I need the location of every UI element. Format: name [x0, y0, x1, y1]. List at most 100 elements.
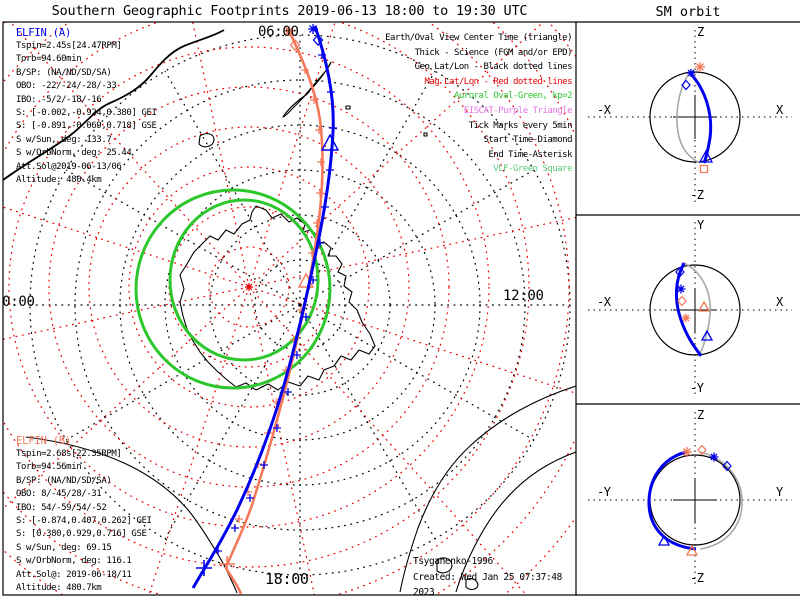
- elfin-b-line: S: [0.380,0.929,0.716] GSE: [16, 529, 147, 540]
- elfin-b-line: Tspin=2.68s[22.35RPM]: [16, 449, 122, 459]
- legend-item: Thick - Science (FGM and/or EPD): [414, 47, 573, 58]
- panel1-earth-circle: [649, 71, 741, 163]
- elfin-a-center-time-triangle-icon: [320, 133, 340, 151]
- panel3-orange-triangle-icon: [685, 544, 699, 556]
- panel2-elfin-b-orbit-arc: [683, 262, 712, 357]
- coastlines: [3, 29, 576, 594]
- panel3-blue-triangle-icon: [657, 534, 671, 546]
- mlt-label-0600: 06:00: [258, 24, 299, 40]
- panel3-orange-diamond-icon: [697, 444, 707, 456]
- elfin-b-header: ELFIN (B): [16, 435, 72, 447]
- legend-item: End Time-Asterisk: [488, 149, 572, 160]
- small-island-1: [345, 105, 351, 110]
- elfin-a-track: [191, 24, 340, 589]
- panel3-axis-top: Z: [697, 408, 704, 422]
- elfin-b-line: IBO: 54/-59/54/-52: [16, 502, 107, 513]
- elfin-b-line: S w/Sun, deg: 69.15: [16, 542, 112, 553]
- elfin-a-line: Att.Sol@2019-06-13/06: [16, 161, 122, 172]
- elfin-a-start-diamond-icon: [312, 34, 324, 46]
- elfin-a-tick-marks: [214, 51, 337, 555]
- legend-item: Earth/Oval View Center Time (triangle): [385, 33, 572, 43]
- panel2-blue-triangle-icon: [700, 329, 714, 341]
- panel1-axis-left: -X: [597, 103, 611, 117]
- panel3-elfin-b-orbit-arc: [699, 451, 743, 550]
- elfin-b-line: Torb=94.56min: [16, 462, 82, 473]
- panel1-orange-asterisk-icon: [695, 62, 705, 72]
- elfin-b-line: Altitude: 480.7km: [16, 583, 102, 594]
- sm-orbit-panel-3: [588, 412, 792, 588]
- panel-borders: [2, 21, 800, 596]
- coast-australia: [3, 29, 225, 181]
- panel2-orange-asterisk-icon: [681, 313, 691, 323]
- elfin-a-header: ELFIN (A): [16, 27, 72, 39]
- auroral-oval: [134, 188, 332, 390]
- elfin-a-end-big-plus: [196, 560, 212, 576]
- elfin-b-line: Att.Sol@: 2019-06-18/11: [16, 569, 132, 580]
- panel3-orange-asterisk-icon: [682, 447, 692, 457]
- legend-item: Auroral Oval-Green, kp=2: [453, 91, 573, 102]
- panel2-axis-top: Y: [697, 218, 704, 232]
- island-tierra-del-fuego: [436, 557, 453, 574]
- model-credit: Tsyganenko-1996: [413, 556, 493, 567]
- panel3-axis-left: -Y: [597, 485, 611, 499]
- legend-item: VLF-Green Square: [493, 164, 572, 175]
- panel2-blue-diamond-icon: [675, 266, 685, 278]
- mlt-label-1200: 12:00: [503, 288, 544, 304]
- elfin-a-line: OBO: -22/-24/-28/-33: [16, 81, 117, 92]
- elfin-b-end-big-plus: [219, 556, 235, 572]
- elfin-a-track-line: [191, 25, 335, 589]
- coast-new-zealand-north: [305, 61, 332, 95]
- panel3-axis-right: Y: [776, 485, 783, 499]
- elfin-b-track-line: [224, 27, 324, 595]
- mlt-label-1800: 18:00: [265, 570, 309, 588]
- panel3-elfin-a-orbit-arc: [647, 450, 697, 551]
- elfin-b-start-diamond-icon: [289, 39, 301, 51]
- legend-item: EISCAT-Purple Triangle: [463, 105, 573, 116]
- sm-orbit-panel-1: [588, 30, 792, 204]
- panel1-axis-top: Z: [697, 25, 704, 39]
- panel3-blue-diamond-icon: [722, 460, 732, 472]
- elfin-a-line: B/SP: (NA/ND/SD/SA): [16, 67, 112, 78]
- geographic-grid: [29, 34, 571, 576]
- panel1-dotted-axes: [588, 30, 792, 204]
- panel2-blue-asterisk-icon: [676, 284, 686, 294]
- map-border: [2, 21, 577, 596]
- elfin-b-line: S w/OrbNorm, deg: 116.1: [16, 556, 132, 567]
- island-tasmania: [198, 133, 215, 148]
- panel1-axis-right: X: [776, 103, 783, 117]
- mlt-label-0000: 00:00: [3, 294, 35, 310]
- elfin-a-line: IBO: -5/2/-18/-16: [16, 94, 102, 105]
- elfin-a-line: S w/OrbNorm, deg: 25.44: [16, 148, 132, 159]
- panel2-orange-diamond-icon: [677, 295, 687, 307]
- panel1-orange-square-icon: [699, 164, 709, 174]
- elfin-a-line: S w/Sun, deg: 133.7: [16, 134, 112, 145]
- elfin-a-line: Torb=94.60min: [16, 54, 82, 65]
- created-stamp: Created: Wed Jan 25 07:37:48 2023: [413, 571, 562, 596]
- elfin-a-line: S: [-0.002,-0.924,0.380] GEI: [16, 108, 157, 119]
- coast-south-america-west: [399, 385, 576, 593]
- panel1-blue-triangle-icon: [698, 149, 714, 163]
- legend-item: Mag Lat/Lon - Red dotted lines: [424, 76, 572, 87]
- panel3-axis-bottom: -Z: [690, 571, 704, 585]
- panel1-blue-asterisk-icon: [687, 69, 695, 77]
- elfin-a-line: Altitude: 480.4km: [16, 175, 102, 186]
- auroral-oval-outer: [134, 188, 332, 390]
- figure-title: Southern Geographic Footprints 2019-06-1…: [51, 3, 528, 19]
- panel1-elfin-b-orbit-arc: [676, 74, 701, 164]
- coast-south-america-east: [455, 451, 576, 593]
- elfin-b-end-asterisk-icon: [284, 26, 294, 36]
- elfin-b-line: OBO: 8/-45/28/-31: [16, 489, 102, 500]
- legend-item: Start Time-Diamond: [483, 135, 572, 146]
- legend: Earth/Oval View Center Time (triangle) T…: [385, 31, 572, 177]
- legend-item: Tick Marks every 5min: [468, 120, 573, 131]
- panel1-axis-bottom: -Z: [690, 188, 704, 202]
- elfin-a-line: S: [-0.891,-0.069,0.718] GSE: [16, 121, 157, 132]
- panel1-blue-diamond-icon: [681, 79, 691, 91]
- auroral-oval-inner: [168, 198, 320, 362]
- panel2-earth-circle: [649, 264, 741, 356]
- sm-orbit-panel-2: [588, 222, 792, 398]
- sm-orbit-title: SM orbit: [655, 4, 721, 20]
- panel1-elfin-a-orbit-arc: [688, 71, 713, 164]
- panel3-blue-asterisk-icon: [709, 452, 719, 462]
